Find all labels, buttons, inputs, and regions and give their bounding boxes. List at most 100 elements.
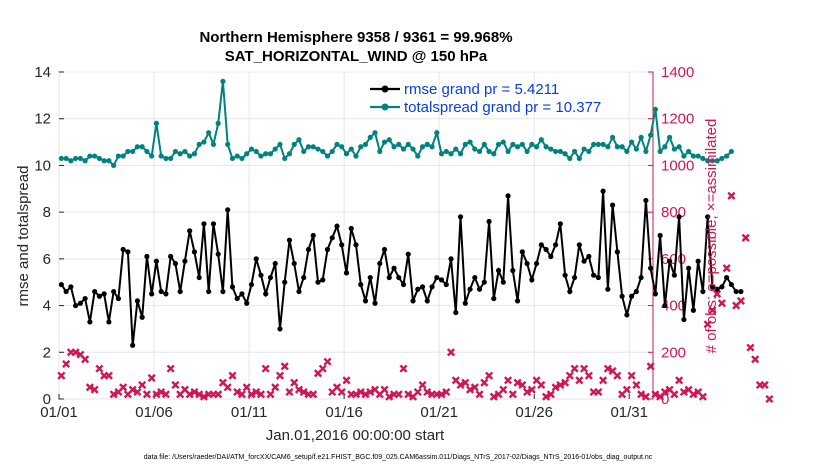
rmse-point bbox=[277, 326, 283, 332]
totalspread-point bbox=[410, 146, 416, 152]
assimilated-marker bbox=[746, 343, 755, 352]
assimilated-marker bbox=[504, 376, 513, 385]
assimilated-marker bbox=[62, 359, 71, 369]
rmse-point bbox=[210, 221, 217, 227]
rmse-point bbox=[339, 242, 345, 248]
assimilated-marker bbox=[366, 387, 375, 397]
totalspread-point bbox=[690, 153, 696, 159]
totalspread-point bbox=[163, 155, 169, 162]
assimilated-marker bbox=[385, 392, 394, 401]
rmse-point bbox=[476, 286, 483, 292]
assimilated-marker bbox=[637, 390, 646, 399]
assimilated-marker bbox=[256, 390, 266, 399]
totalspread-point bbox=[168, 155, 174, 162]
totalspread-point bbox=[367, 134, 373, 140]
assimilated-marker bbox=[294, 385, 304, 394]
assimilated-marker bbox=[233, 387, 242, 397]
totalspread-point bbox=[610, 134, 616, 140]
rmse-point bbox=[434, 274, 440, 281]
rmse-point bbox=[272, 260, 278, 267]
totalspread-point bbox=[481, 141, 487, 148]
totalspread-point bbox=[172, 148, 179, 155]
rmse-point bbox=[519, 249, 525, 255]
totalspread-point bbox=[709, 158, 716, 164]
rmse-point bbox=[657, 232, 663, 239]
rmse-point bbox=[738, 288, 744, 295]
totalspread-point bbox=[614, 144, 620, 150]
rmse-point bbox=[562, 272, 568, 278]
totalspread-point bbox=[657, 148, 663, 155]
y-tick-label-right: 200 bbox=[661, 344, 686, 361]
y-axis-label-left: rmse and totalspread bbox=[15, 166, 32, 307]
rmse-point bbox=[695, 258, 701, 264]
rmse-point bbox=[263, 291, 269, 297]
x-tick-label: 01/26 bbox=[515, 404, 553, 421]
assimilated-marker bbox=[104, 371, 113, 380]
rmse-point bbox=[77, 300, 83, 306]
rmse-point bbox=[82, 295, 88, 302]
rmse-point bbox=[168, 253, 174, 260]
assimilated-marker bbox=[670, 390, 679, 399]
rmse-point bbox=[676, 214, 682, 220]
assimilated-marker bbox=[551, 383, 560, 392]
totalspread-point bbox=[310, 144, 316, 150]
assimilated-marker bbox=[437, 390, 446, 399]
totalspread-point bbox=[524, 148, 530, 155]
rmse-point bbox=[386, 274, 392, 281]
rmse-point bbox=[438, 277, 445, 283]
assimilated-marker bbox=[275, 371, 285, 380]
rmse-point bbox=[353, 242, 359, 248]
rmse-point bbox=[610, 202, 616, 208]
rmse-point bbox=[533, 260, 540, 267]
legend-rmse-marker bbox=[381, 85, 389, 93]
totalspread-point bbox=[400, 146, 407, 152]
totalspread-point bbox=[495, 141, 502, 148]
assimilated-marker bbox=[157, 387, 166, 397]
totalspread-point bbox=[149, 153, 155, 159]
assimilated-marker bbox=[404, 390, 413, 399]
rmse-point bbox=[410, 298, 416, 304]
assimilated-marker bbox=[242, 383, 251, 392]
totalspread-point bbox=[106, 158, 112, 164]
assimilated-marker bbox=[418, 380, 427, 390]
assimilated-marker bbox=[508, 390, 517, 399]
rmse-point bbox=[153, 258, 160, 264]
assimilated-marker bbox=[280, 362, 289, 371]
totalspread-point bbox=[82, 158, 88, 164]
assimilated-marker bbox=[266, 390, 275, 399]
assimilated-marker bbox=[147, 373, 156, 383]
totalspread-point bbox=[405, 141, 411, 148]
rmse-point bbox=[310, 232, 316, 239]
totalspread-point bbox=[605, 144, 611, 150]
assimilated-marker bbox=[261, 364, 270, 373]
rmse-point bbox=[667, 258, 673, 264]
totalspread-point bbox=[272, 146, 278, 152]
plot-area bbox=[58, 71, 654, 400]
totalspread-point bbox=[158, 153, 164, 159]
totalspread-point bbox=[514, 144, 521, 150]
totalspread-point bbox=[58, 155, 64, 162]
totalspread-point bbox=[638, 134, 644, 140]
rmse-point bbox=[111, 288, 117, 295]
totalspread-point bbox=[101, 158, 107, 164]
totalspread-point bbox=[576, 155, 582, 162]
totalspread-point bbox=[505, 148, 511, 155]
rmse-point bbox=[329, 235, 335, 241]
totalspread-point bbox=[353, 153, 359, 159]
rmse-point bbox=[391, 265, 397, 271]
legend-spread-label: totalspread grand pr = 10.377 bbox=[404, 99, 601, 116]
rmse-point bbox=[719, 284, 725, 290]
rmse-point bbox=[258, 272, 264, 278]
rmse-point bbox=[453, 309, 459, 316]
assimilated-marker bbox=[523, 387, 532, 397]
totalspread-point bbox=[695, 153, 701, 159]
totalspread-point bbox=[633, 146, 639, 152]
totalspread-point bbox=[263, 151, 269, 157]
assimilated-marker bbox=[561, 378, 570, 387]
x-tick-label: 01/16 bbox=[325, 404, 363, 421]
totalspread-point bbox=[358, 144, 364, 150]
assimilated-marker bbox=[613, 371, 622, 380]
assimilated-marker bbox=[689, 390, 698, 399]
assimilated-marker bbox=[394, 390, 403, 399]
totalspread-point bbox=[529, 141, 535, 148]
